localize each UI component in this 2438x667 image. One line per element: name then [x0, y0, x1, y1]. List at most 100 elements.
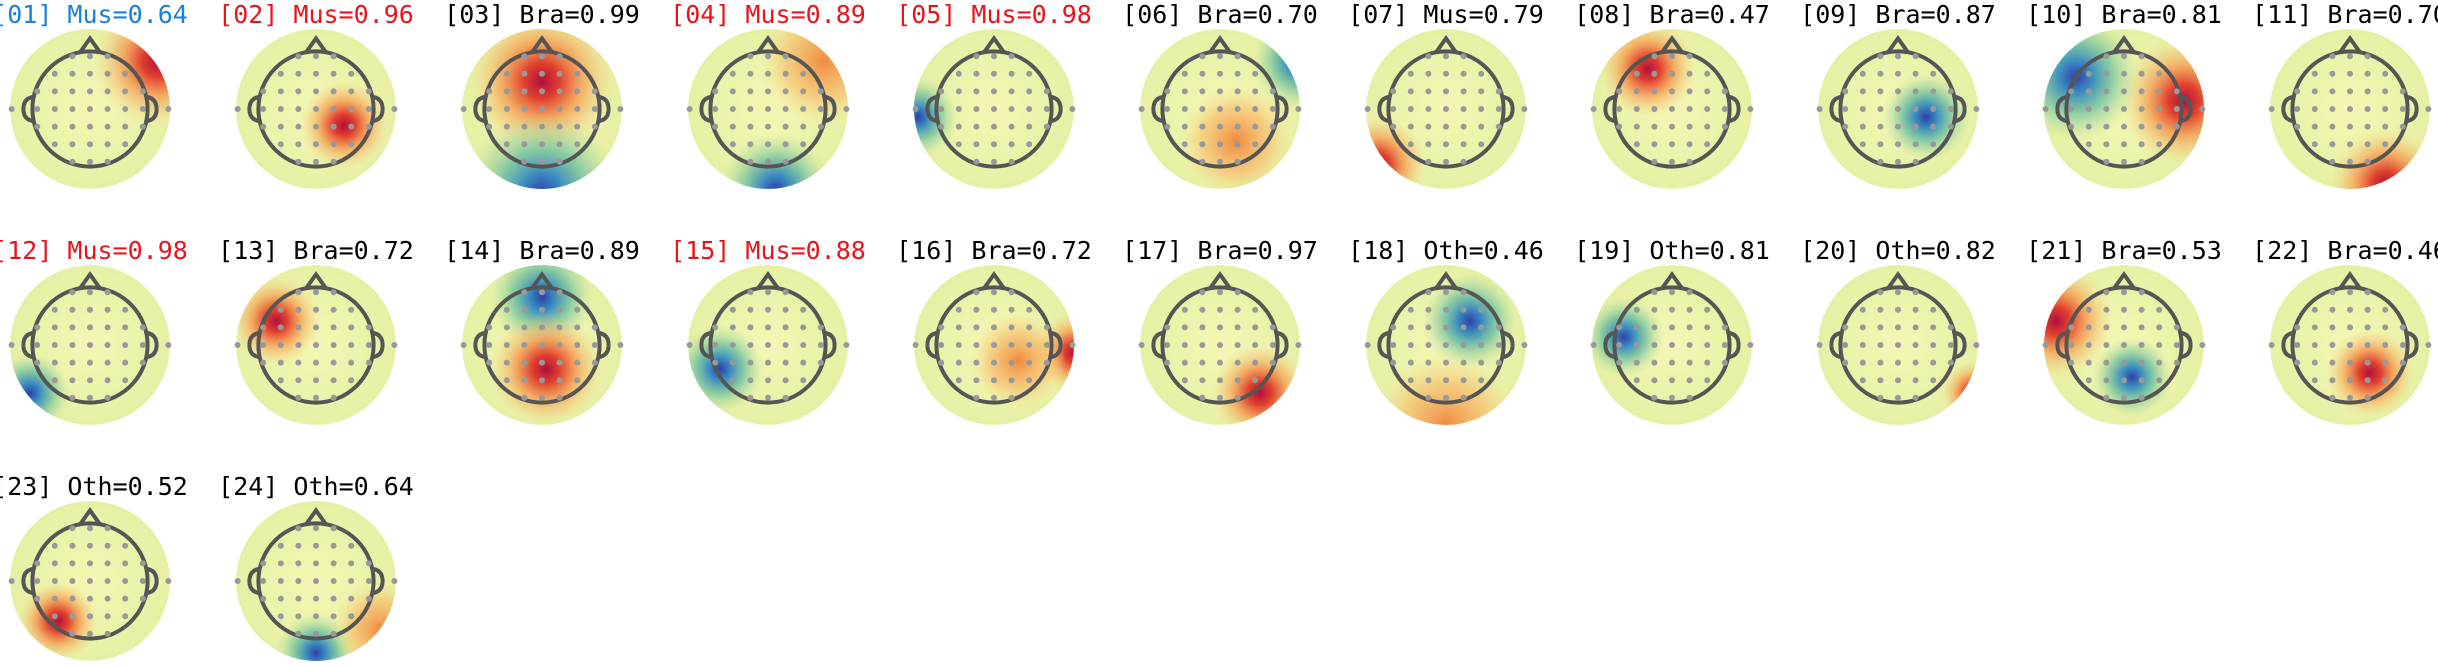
electrode — [2068, 324, 2075, 331]
electrode — [1008, 53, 1015, 60]
electrode — [104, 542, 111, 549]
electrode — [747, 377, 754, 384]
electrode — [765, 106, 771, 112]
electrode — [1269, 88, 1276, 95]
electrode — [2364, 306, 2371, 313]
electrode — [1181, 70, 1188, 77]
electrode — [1234, 394, 1241, 401]
head-outline — [1386, 49, 1506, 169]
electrode — [800, 106, 807, 112]
electrode — [1460, 377, 1467, 384]
electrode — [139, 560, 146, 567]
topomap-panel: [13] Bra=0.72 — [218, 236, 414, 425]
electrode — [69, 342, 76, 348]
electrode — [277, 613, 284, 620]
electrode — [2329, 53, 2336, 60]
electrode — [1008, 70, 1015, 77]
electrode — [1930, 106, 1937, 112]
electrode — [729, 70, 736, 77]
electrode — [1686, 324, 1693, 331]
electrode — [51, 359, 58, 366]
electrode — [1425, 394, 1432, 401]
electrode — [1651, 289, 1658, 296]
electrode — [765, 342, 771, 348]
electrode — [139, 88, 146, 95]
electrode — [139, 359, 146, 366]
electrode — [2399, 342, 2406, 348]
electrode — [122, 560, 129, 567]
electrode — [1443, 123, 1449, 130]
topomap-panel: [10] Bra=0.81 — [2026, 0, 2222, 189]
electrode — [2347, 123, 2353, 130]
electrode — [104, 306, 111, 313]
electrode — [539, 394, 545, 401]
electrode — [2121, 377, 2127, 384]
electrode — [2138, 342, 2145, 348]
electrode — [1181, 123, 1188, 130]
electrode — [712, 342, 719, 348]
electrode — [1181, 306, 1188, 313]
head-ear-left — [247, 95, 259, 123]
electrode — [87, 359, 93, 366]
electrode — [2364, 342, 2371, 348]
electrode — [51, 578, 58, 584]
electrode — [2121, 88, 2127, 95]
electrode — [1590, 342, 1597, 348]
electrode — [912, 106, 919, 112]
electrode — [1199, 377, 1206, 384]
head-ear-left — [21, 95, 33, 123]
panel-title: [18] Oth=0.46 — [1348, 236, 1544, 265]
topomap — [2044, 265, 2204, 425]
head-ear-right — [599, 331, 611, 359]
electrode — [765, 70, 771, 77]
electrode — [313, 359, 319, 366]
electrode — [617, 342, 624, 348]
electrode — [365, 560, 372, 567]
electrode — [1443, 342, 1449, 348]
electrode — [1721, 324, 1728, 331]
electrode — [1859, 123, 1866, 130]
electrode — [139, 106, 146, 112]
electrode — [2294, 106, 2301, 112]
electrode — [1521, 342, 1528, 348]
head-outline — [30, 49, 150, 169]
panel-title: [06] Bra=0.70 — [1122, 0, 1318, 29]
electrode — [1407, 88, 1414, 95]
electrode — [295, 88, 302, 95]
electrode — [556, 359, 563, 366]
electrode — [1181, 359, 1188, 366]
electrode — [1816, 106, 1823, 112]
head-nose — [1208, 270, 1232, 290]
electrode — [122, 613, 129, 620]
head-nose — [982, 34, 1006, 54]
electrode — [2156, 123, 2163, 130]
electrode — [1859, 70, 1866, 77]
electrode — [782, 70, 789, 77]
electrode — [69, 106, 76, 112]
electrode — [313, 141, 319, 148]
topomap-blob — [720, 133, 832, 189]
head-nose — [78, 34, 102, 54]
electrode — [2199, 342, 2206, 348]
head-ear-left — [1377, 331, 1389, 359]
electrode — [2268, 342, 2275, 348]
electrode — [2121, 359, 2127, 366]
electrode — [295, 306, 302, 313]
head-outline — [2290, 49, 2410, 169]
electrode — [729, 141, 736, 148]
electrode — [1877, 70, 1884, 77]
head-outline — [934, 49, 1054, 169]
topomap-blob — [2120, 37, 2204, 165]
electrode — [782, 53, 789, 60]
head-ear-left — [699, 95, 711, 123]
topomap-blob — [10, 353, 70, 425]
electrode — [2121, 106, 2127, 112]
head-ear-right — [1729, 95, 1741, 123]
electrode — [686, 106, 693, 112]
electrode — [1425, 123, 1432, 130]
electrode — [234, 342, 241, 348]
electrode — [1704, 377, 1711, 384]
electrode — [2364, 123, 2371, 130]
electrode — [991, 141, 997, 148]
topomap — [2270, 29, 2430, 189]
